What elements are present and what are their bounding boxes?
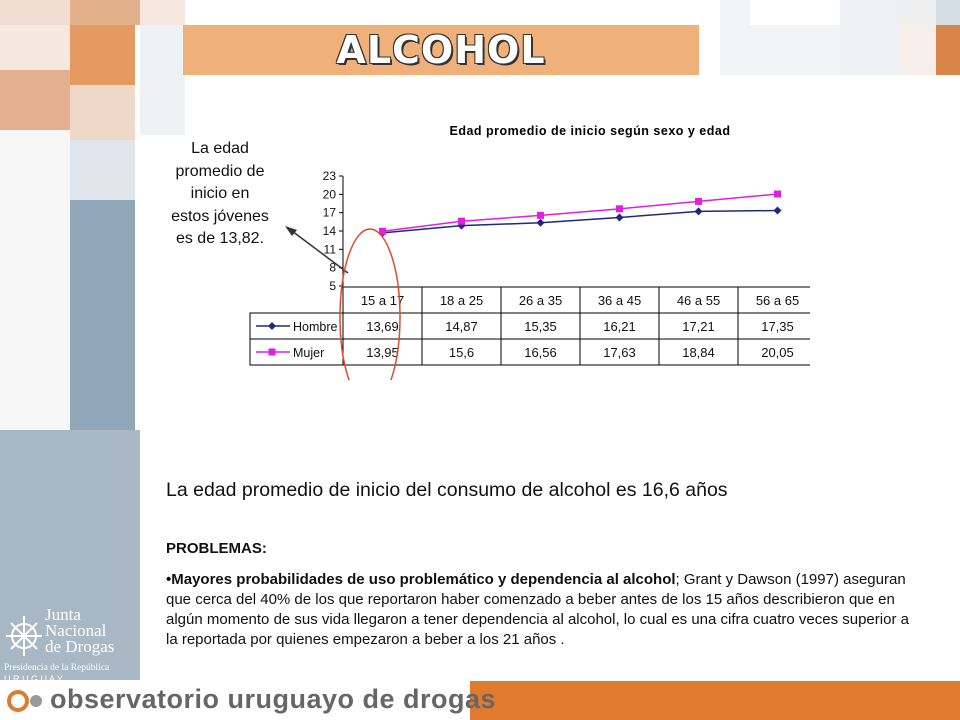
table-value: 13,69 bbox=[366, 319, 399, 334]
table-series-label: Hombre bbox=[293, 320, 338, 334]
callout-text: La edad promedio de inicio en estos jóve… bbox=[171, 140, 269, 247]
deco-square bbox=[70, 0, 140, 25]
table-value: 16,56 bbox=[524, 345, 557, 360]
table-value: 14,87 bbox=[445, 319, 478, 334]
deco-square bbox=[70, 200, 135, 430]
table-value: 15,35 bbox=[524, 319, 557, 334]
deco-square bbox=[0, 70, 70, 130]
point-mujer bbox=[537, 211, 544, 219]
deco-square bbox=[936, 0, 960, 25]
table-header bbox=[342, 286, 810, 314]
series-line-hombre bbox=[382, 209, 778, 234]
point-mujer bbox=[458, 217, 465, 225]
deco-square bbox=[70, 140, 135, 200]
table-row-mujer bbox=[249, 338, 810, 366]
paragraph-rest: ; Grant y Dawson (1997) aseguran que cer… bbox=[166, 571, 909, 648]
chart: 5 8 11 14 17 20 23 Hombre Mujer 15 a 17 18 a 25 2… bbox=[249, 169, 810, 380]
logo-line4: Presidencia de la República bbox=[4, 663, 110, 673]
table-value: 17,63 bbox=[603, 345, 636, 360]
deco-square bbox=[140, 25, 185, 135]
page-title: ALCOHOL bbox=[336, 28, 546, 72]
table-value: 17,21 bbox=[682, 319, 715, 334]
table-value: 20,05 bbox=[761, 345, 794, 360]
y-tick-label: 23 bbox=[323, 169, 337, 183]
table-key-marker bbox=[268, 348, 276, 356]
point-mujer bbox=[695, 197, 702, 205]
logo-line1: Junta bbox=[45, 605, 81, 624]
table-category-label: 36 a 45 bbox=[598, 293, 641, 308]
table-category-label: 15 a 17 bbox=[361, 293, 404, 308]
y-tick-label: 17 bbox=[323, 206, 337, 220]
series-line-mujer bbox=[382, 193, 778, 233]
deco-square bbox=[0, 130, 70, 430]
callout-arrowhead bbox=[285, 226, 297, 236]
table-category-label: 56 a 65 bbox=[756, 293, 799, 308]
logo-line3: de Drogas bbox=[45, 637, 115, 656]
deco-square bbox=[840, 0, 900, 75]
deco-square bbox=[70, 25, 135, 85]
table-category-label: 46 a 55 bbox=[677, 293, 720, 308]
footer-white bbox=[0, 681, 470, 720]
table-value: 15,6 bbox=[449, 345, 474, 360]
callout-arrow bbox=[287, 227, 349, 274]
table-value: 18,84 bbox=[682, 345, 715, 360]
logo-line5: U R U G U A Y bbox=[4, 674, 63, 684]
table-category-label: 18 a 25 bbox=[440, 293, 483, 308]
main-statement: La edad promedio de inicio del consumo d… bbox=[166, 479, 728, 501]
point-mujer bbox=[616, 205, 623, 213]
point-hombre bbox=[615, 213, 624, 222]
table-category-label: 26 a 35 bbox=[519, 293, 562, 308]
deco-square bbox=[900, 25, 936, 75]
y-tick-label: 11 bbox=[324, 242, 337, 256]
chart-title: Edad promedio de inicio según sexo y eda… bbox=[449, 124, 731, 138]
point-hombre bbox=[773, 206, 782, 215]
deco-square bbox=[936, 25, 960, 75]
deco-square bbox=[70, 85, 135, 140]
footer-brand: observatorio uruguayo de drogas bbox=[50, 684, 497, 714]
paragraph-bold: •Mayores probabilidades de uso problemát… bbox=[166, 571, 676, 588]
deco-square bbox=[0, 0, 70, 25]
y-tick-label: 8 bbox=[329, 261, 336, 275]
logo-line2: Nacional bbox=[45, 621, 107, 640]
logo-emblem-icon bbox=[6, 616, 42, 656]
point-hombre bbox=[536, 218, 545, 227]
footer-logo-icon bbox=[7, 690, 42, 712]
deco-square bbox=[750, 0, 840, 25]
table-value: 17,35 bbox=[761, 319, 794, 334]
table-series-label: Mujer bbox=[293, 346, 324, 360]
point-mujer bbox=[774, 190, 781, 198]
point-mujer bbox=[379, 227, 386, 235]
deco-square bbox=[140, 0, 185, 25]
y-tick-label: 5 bbox=[329, 279, 336, 293]
y-tick-label: 14 bbox=[323, 224, 337, 238]
point-hombre bbox=[694, 207, 703, 216]
problems-paragraph: •Mayores probabilidades de uso problemát… bbox=[166, 570, 911, 650]
table-value: 13,95 bbox=[366, 345, 399, 360]
logo-junta-nacional: Junta Nacional de Drogas Presidencia de … bbox=[0, 598, 140, 684]
title-bar bbox=[183, 25, 699, 75]
table-key-marker bbox=[268, 322, 276, 330]
problems-heading: PROBLEMAS: bbox=[166, 540, 267, 557]
y-tick-label: 20 bbox=[323, 187, 337, 201]
deco-square bbox=[0, 25, 70, 70]
table-value: 16,21 bbox=[603, 319, 636, 334]
highlight-ellipse bbox=[339, 228, 401, 380]
